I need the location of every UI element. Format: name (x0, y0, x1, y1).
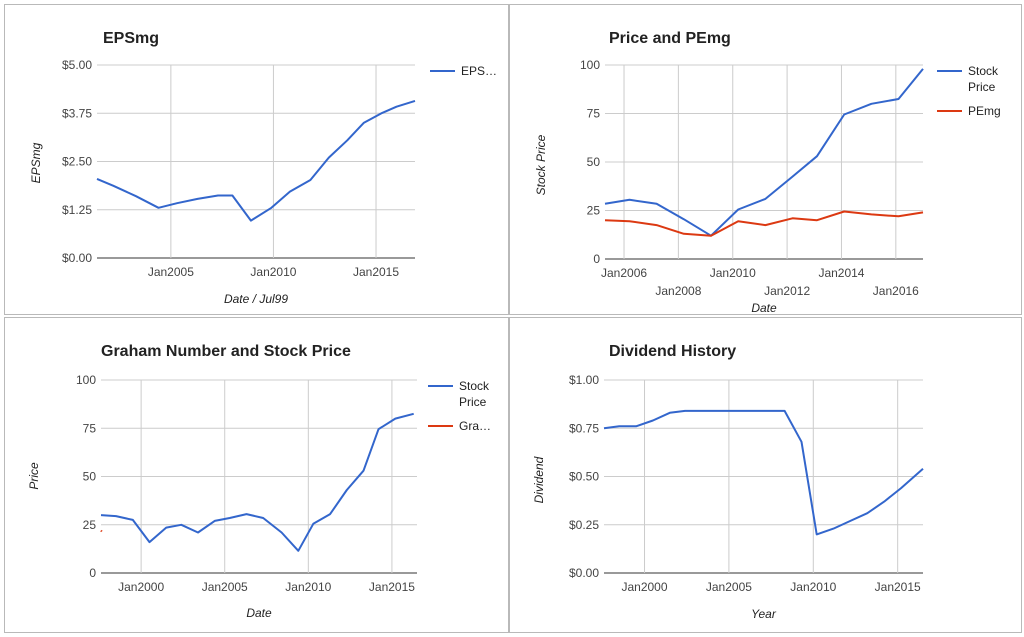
x-tick-label: Jan2005 (706, 580, 752, 594)
legend-label-line: EPS… (461, 64, 497, 78)
y-tick-label: 100 (76, 373, 96, 387)
x-tick-label: Jan2014 (818, 266, 864, 280)
legend-label: EPS… (461, 64, 497, 78)
chart-title: EPSmg (103, 30, 159, 47)
x-tick-label: Jan2015 (353, 265, 399, 279)
y-tick-label: $1.25 (62, 203, 92, 217)
series-line-1 (100, 412, 414, 552)
y-tick-label: 50 (587, 155, 601, 169)
x-tick-label: Jan2006 (601, 266, 647, 280)
x-axis-title: Date / Jul99 (224, 292, 288, 306)
legend-label-line: Stock (968, 64, 999, 78)
legend-label-line: Stock (459, 379, 490, 393)
y-tick-label: 0 (593, 252, 600, 266)
y-tick-label: $5.00 (62, 58, 92, 72)
legend-label-line: PEmg (968, 104, 1001, 118)
chart-title: Price and PEmg (609, 30, 731, 47)
y-tick-label: 25 (83, 518, 97, 532)
series-line-1 (604, 68, 924, 237)
dividend-panel: Dividend History $0.00 $0.25 $0.50 $0.75 $1.0… (509, 317, 1022, 633)
series-line-1 (96, 99, 416, 222)
eps-panel: EPSmg $0.00 $1.25 $2.50 $3.75 $5.00 Jan2005 Jan… (4, 4, 509, 315)
x-tick-label: Jan2015 (369, 580, 415, 594)
x-tick-label: Jan2010 (250, 265, 296, 279)
x-tick-label: Jan2008 (655, 284, 701, 298)
legend-label: PEmg (968, 104, 1001, 118)
x-tick-label: Jan2015 (875, 580, 921, 594)
x-tick-label: Jan2010 (790, 580, 836, 594)
chart-title: Graham Number and Stock Price (101, 343, 351, 360)
y-tick-label: 100 (580, 58, 600, 72)
x-tick-label: Jan2000 (118, 580, 164, 594)
y-axis-title: Dividend (532, 456, 546, 503)
y-tick-label: $0.50 (569, 470, 599, 484)
legend-label-line: Price (459, 395, 487, 409)
graham-panel: Graham Number and Stock Price 0 25 50 75 100 J… (4, 317, 509, 633)
y-tick-label: $0.00 (569, 566, 599, 580)
y-tick-label: 75 (83, 421, 97, 435)
y-axis-title: Stock Price (534, 134, 548, 195)
legend-label-line: Price (968, 80, 996, 94)
y-tick-label: $1.00 (569, 373, 599, 387)
x-axis-title: Date (246, 606, 272, 620)
x-tick-label: Jan2000 (621, 580, 667, 594)
series-line-2 (604, 210, 924, 237)
series-line-1 (603, 409, 924, 536)
x-tick-label: Jan2016 (873, 284, 919, 298)
dividend-chart: Dividend History $0.00 $0.25 $0.50 $0.75 $1.0… (532, 343, 924, 621)
legend-label-line: Gra… (459, 419, 491, 433)
y-tick-label: $2.50 (62, 155, 92, 169)
y-axis-title: Price (27, 462, 41, 490)
y-tick-label: $3.75 (62, 106, 92, 120)
y-tick-label: 75 (587, 107, 601, 121)
x-tick-label: Jan2010 (285, 580, 331, 594)
price-pemg-panel: Price and PEmg 0 25 50 75 100 Jan2006 Jan2008 Ja… (509, 4, 1022, 315)
series-line-2 (100, 529, 103, 533)
x-tick-label: Jan2010 (710, 266, 756, 280)
y-tick-label: $0.25 (569, 518, 599, 532)
legend-label: Gra… (459, 419, 491, 433)
eps-chart: EPSmg $0.00 $1.25 $2.50 $3.75 $5.00 Jan2005 Jan… (29, 30, 497, 306)
x-tick-label: Jan2012 (764, 284, 810, 298)
y-tick-label: 0 (89, 566, 96, 580)
y-tick-label: 50 (83, 470, 97, 484)
x-tick-label: Jan2005 (202, 580, 248, 594)
price-pemg-chart: Price and PEmg 0 25 50 75 100 Jan2006 Jan2008 Ja… (534, 30, 1001, 315)
chart-title: Dividend History (609, 343, 736, 360)
legend-label: Stock Price (459, 379, 490, 409)
y-tick-label: $0.00 (62, 251, 92, 265)
x-axis-title: Date (751, 301, 777, 315)
x-tick-label: Jan2005 (148, 265, 194, 279)
legend-label: Stock Price (968, 64, 999, 94)
y-tick-label: $0.75 (569, 421, 599, 435)
graham-chart: Graham Number and Stock Price 0 25 50 75 100 J… (27, 343, 491, 620)
y-axis-title: EPSmg (29, 142, 43, 183)
x-axis-title: Year (751, 607, 777, 621)
y-tick-label: 25 (587, 204, 601, 218)
